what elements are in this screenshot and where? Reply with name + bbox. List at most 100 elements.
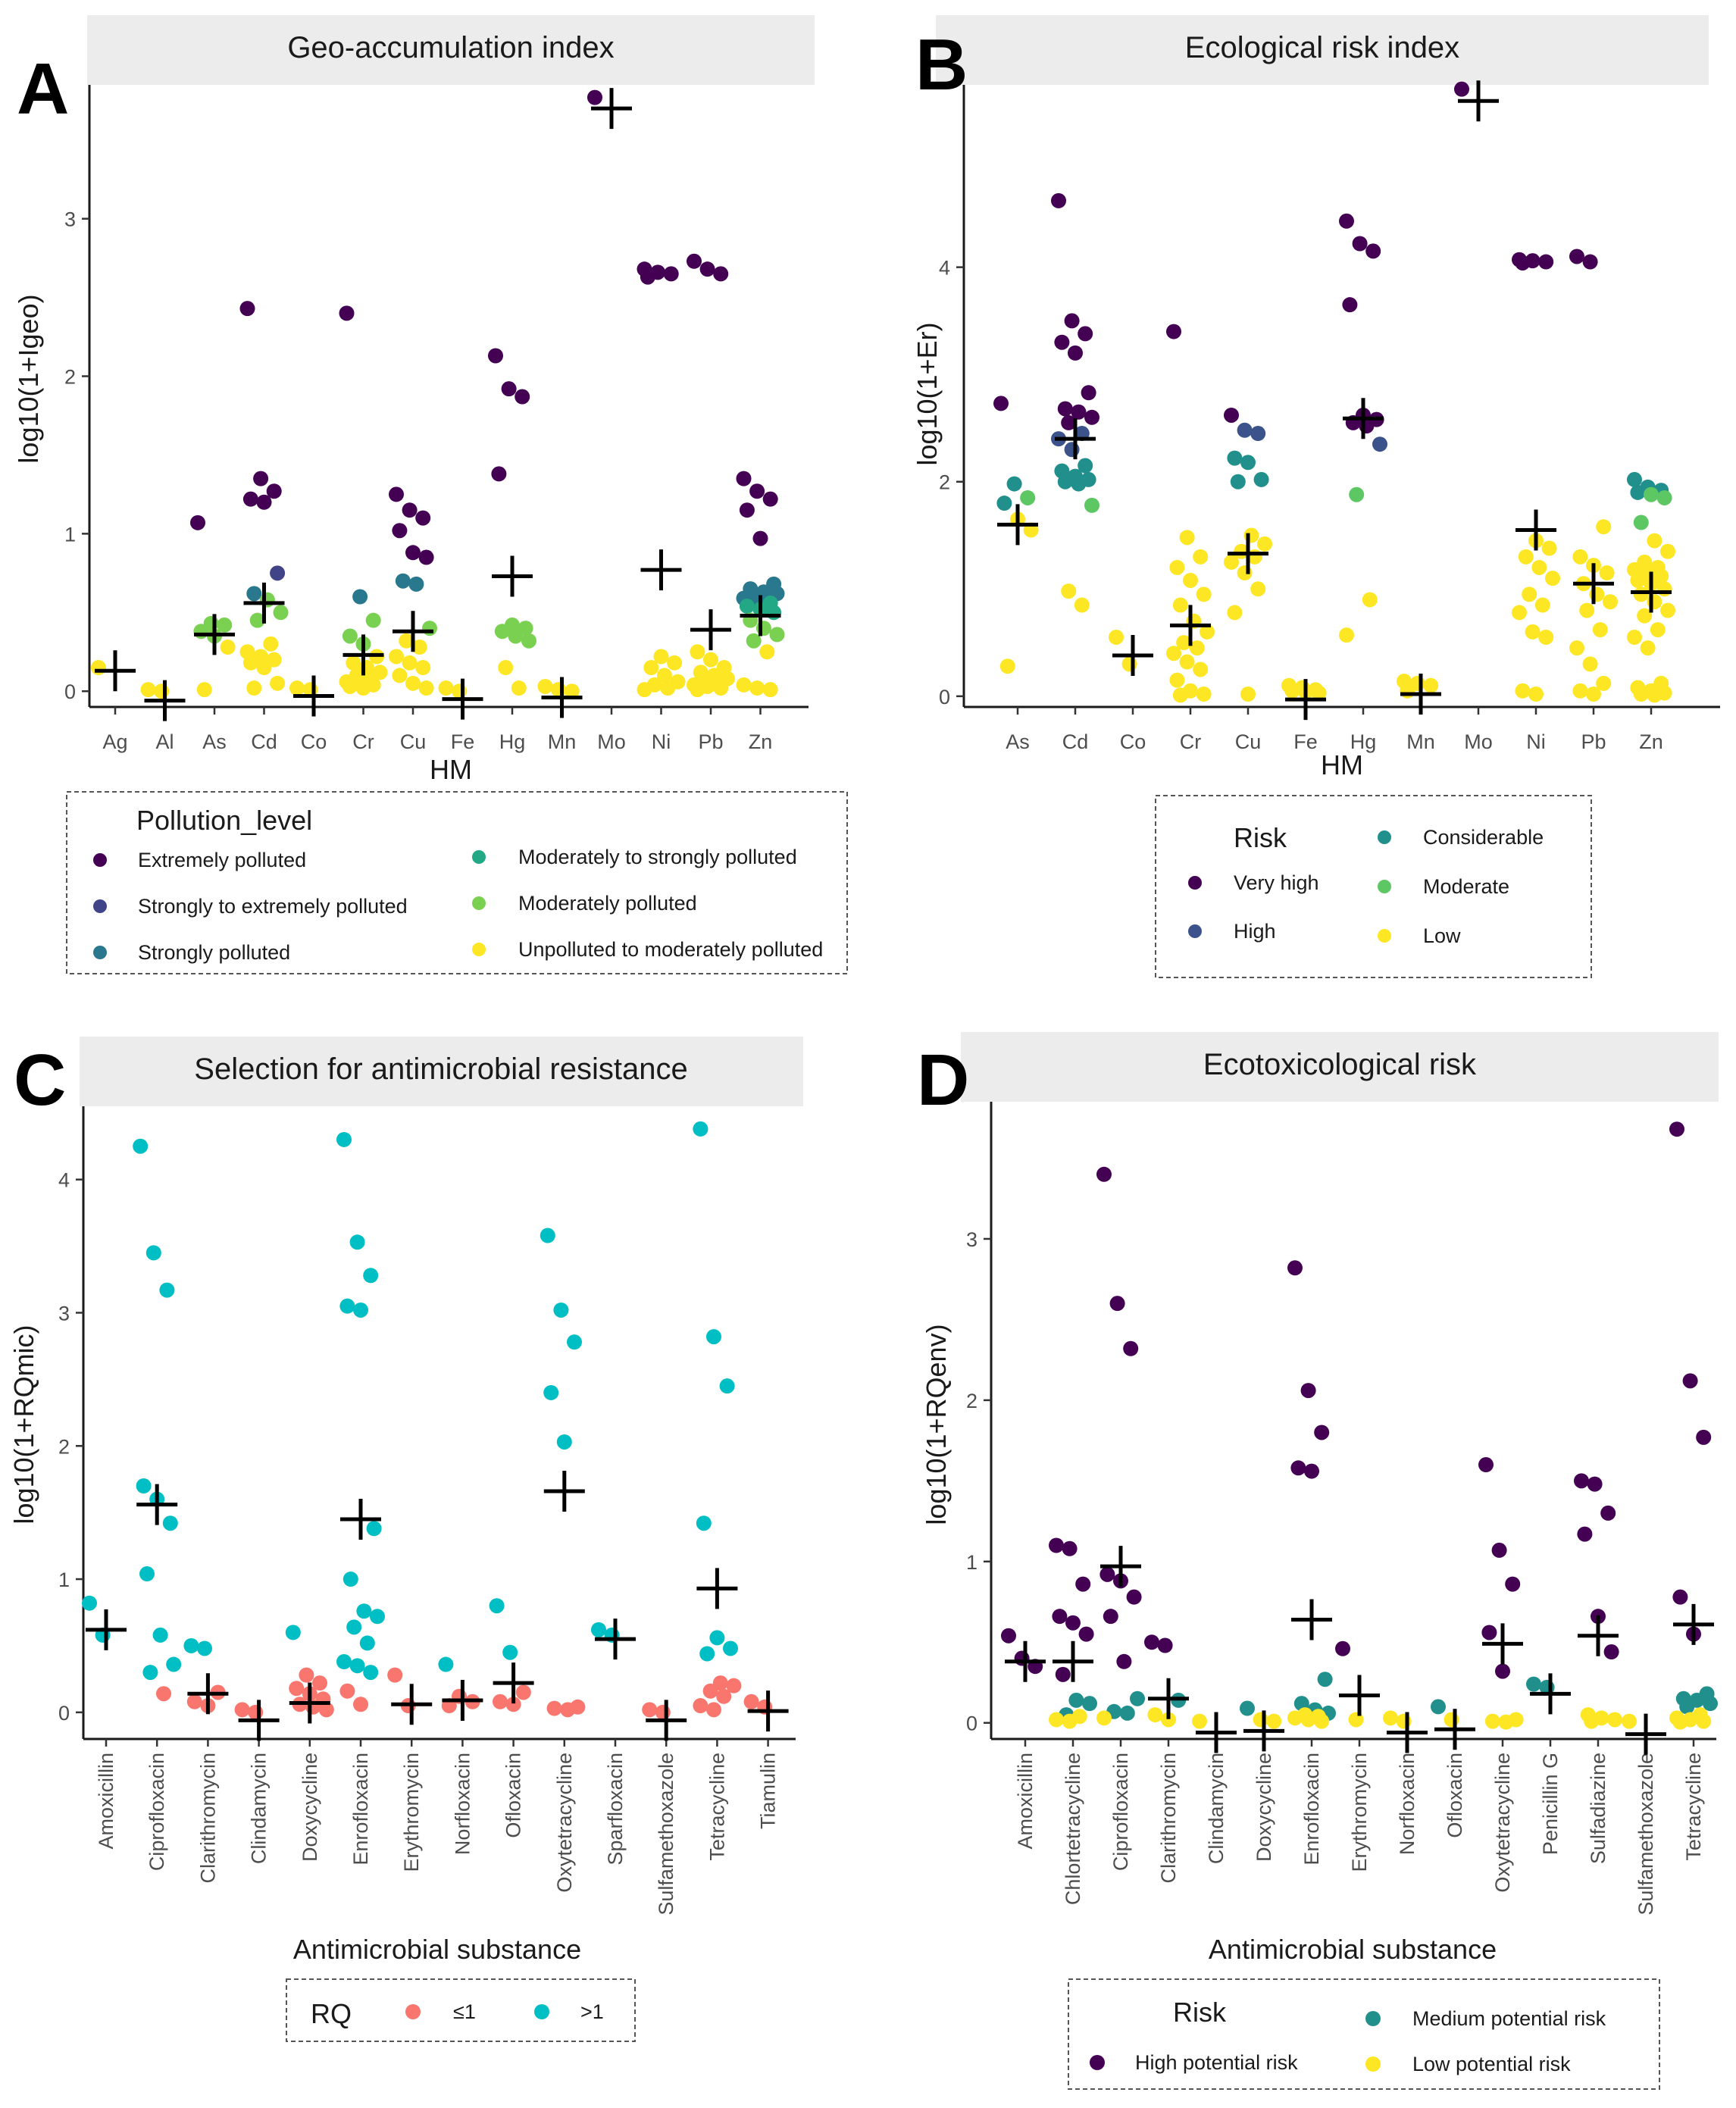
data-point — [1569, 640, 1584, 656]
data-point — [564, 683, 580, 699]
data-point — [660, 680, 676, 696]
data-point — [1169, 672, 1185, 688]
panel-c-legend-box — [286, 1978, 636, 2042]
data-point — [1119, 1705, 1135, 1721]
data-point — [709, 1630, 725, 1646]
data-point — [546, 1700, 562, 1716]
data-point — [162, 1515, 178, 1531]
data-point — [1525, 624, 1541, 640]
x-tick-label: Oxytetracycline — [1491, 1753, 1514, 1893]
data-point — [667, 655, 683, 671]
y-tick-label: 4 — [939, 257, 950, 280]
data-point — [1049, 1712, 1064, 1728]
data-point — [1290, 1460, 1306, 1476]
data-point — [556, 1434, 572, 1450]
data-point — [266, 483, 282, 499]
data-point — [1006, 476, 1022, 492]
legend-label-extremely-polluted: Extremely polluted — [138, 849, 306, 871]
data-point — [1130, 1690, 1145, 1706]
panel-d-legend: Risk High potential risk Medium potentia… — [1068, 1978, 1660, 2090]
data-point — [1189, 640, 1205, 656]
x-tick-label: Sulfamethoxazole — [655, 1753, 677, 1916]
data-point — [693, 1698, 708, 1714]
data-point — [193, 624, 209, 640]
legend-label-high: High — [1234, 920, 1276, 943]
data-point — [1147, 1707, 1163, 1723]
y-tick-label: 2 — [58, 1435, 70, 1458]
data-point — [1227, 605, 1243, 621]
panel-a: Geo-accumulation index A log10(1+Igeo) H… — [13, 15, 848, 974]
legend-key-considerable — [1378, 830, 1391, 844]
data-point — [1062, 1713, 1078, 1729]
data-point — [1068, 345, 1083, 361]
data-point — [1240, 687, 1256, 702]
data-point — [1365, 243, 1381, 259]
data-point — [505, 1697, 521, 1712]
x-tick-label: Pb — [1581, 730, 1606, 753]
data-point — [489, 1598, 505, 1614]
data-point — [1545, 571, 1560, 586]
data-point — [1512, 605, 1527, 621]
data-point — [699, 1646, 715, 1662]
data-point — [1349, 486, 1365, 502]
x-tick-label: Doxycycline — [1253, 1753, 1275, 1862]
data-point — [1237, 565, 1253, 581]
panel-a-legend-box — [66, 791, 848, 974]
panel-c-plot: 0 1 2 3 4 Amoxicillin Ciprofloxacin Clarithromy… — [58, 1106, 796, 1916]
data-point — [1660, 543, 1675, 559]
data-point — [1172, 597, 1188, 613]
data-point — [1572, 549, 1588, 565]
x-tick-label: Tetracycline — [705, 1753, 728, 1861]
data-point — [540, 1228, 555, 1243]
data-point — [263, 636, 279, 652]
data-point — [1068, 1692, 1084, 1708]
data-point — [1672, 1589, 1688, 1605]
legend-key-low-potential — [1365, 2056, 1381, 2072]
data-point — [1528, 687, 1544, 702]
data-point — [1169, 559, 1185, 575]
legend-label-very-high: Very high — [1234, 871, 1319, 894]
data-point — [415, 510, 431, 526]
y-tick-label: 1 — [64, 523, 76, 546]
data-point — [136, 1478, 152, 1493]
data-point — [769, 627, 785, 643]
data-point — [339, 1683, 355, 1699]
legend-label-medium-potential: Medium potential risk — [1412, 2007, 1606, 2030]
data-point — [1200, 624, 1215, 640]
panel-a-ylabel: log10(1+Igeo) — [13, 294, 44, 463]
data-point — [1064, 442, 1080, 458]
data-point — [1660, 602, 1675, 618]
data-point — [1534, 597, 1550, 613]
data-point — [1157, 1637, 1173, 1653]
data-point — [1478, 1457, 1494, 1473]
data-point — [502, 1644, 518, 1660]
data-point — [392, 523, 408, 539]
data-point — [140, 682, 156, 698]
data-point — [494, 624, 510, 640]
data-point — [353, 1302, 368, 1318]
data-point — [1193, 549, 1209, 565]
x-tick-label: Hg — [499, 730, 526, 753]
panel-b-legend-box — [1155, 795, 1592, 978]
data-point — [336, 1131, 352, 1147]
data-point — [1314, 1425, 1330, 1440]
legend-label-strongly-polluted: Strongly polluted — [138, 941, 290, 964]
data-point — [1515, 255, 1531, 271]
data-point — [1400, 683, 1415, 699]
data-point — [438, 1656, 454, 1672]
data-point — [696, 1515, 712, 1531]
data-point — [1526, 1676, 1541, 1692]
x-tick-label: Chlortetracycline — [1062, 1753, 1084, 1905]
data-point — [353, 1697, 368, 1712]
data-point — [246, 680, 262, 696]
legend-label-high-potential: High potential risk — [1135, 2051, 1298, 2074]
data-point — [1121, 656, 1137, 672]
data-point — [1224, 554, 1239, 570]
data-point — [736, 677, 752, 693]
data-point — [716, 1688, 732, 1704]
data-point — [82, 1595, 97, 1611]
data-point — [1633, 514, 1649, 530]
legend-key-strongly-to-extremely — [93, 899, 107, 913]
x-tick-label: Norfloxacin — [1396, 1753, 1419, 1855]
data-point — [336, 1654, 352, 1670]
